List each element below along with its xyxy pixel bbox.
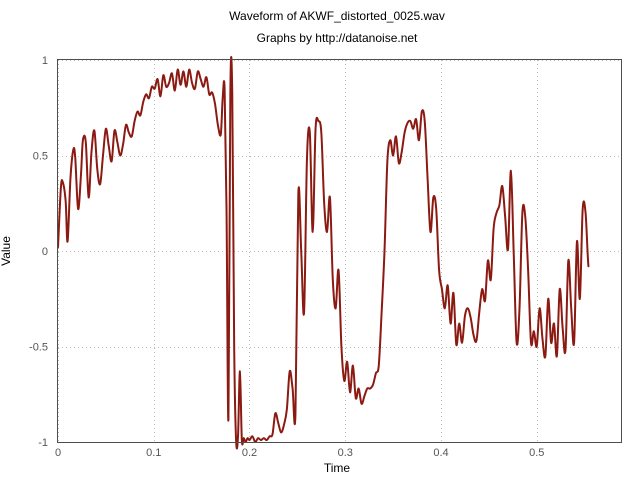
x-tick-label: 0.3 — [338, 447, 353, 459]
y-tick-label: 0 — [42, 246, 48, 258]
x-axis-label: Time — [324, 461, 351, 475]
y-axis-ticks: -1 -0.5 0 0.5 1 — [29, 55, 48, 449]
y-tick-label: 1 — [42, 55, 48, 67]
x-axis-ticks: 0 0.1 0.2 0.3 0.4 0.5 — [55, 447, 544, 459]
y-tick-label: 0.5 — [33, 151, 48, 163]
y-axis-label: Value — [0, 236, 13, 266]
x-tick-label: 0.4 — [433, 447, 448, 459]
y-tick-label: -1 — [38, 437, 48, 449]
x-tick-label: 0 — [55, 447, 61, 459]
x-tick-label: 0.1 — [146, 447, 161, 459]
plot-frame — [57, 59, 622, 443]
chart-title: Waveform of AKWF_distorted_0025.wav — [229, 9, 445, 23]
x-tick-label: 0.5 — [529, 447, 544, 459]
chart-subtitle: Graphs by http://datanoise.net — [257, 31, 418, 45]
grid-lines — [58, 60, 621, 443]
x-tick-label: 0.2 — [242, 447, 257, 459]
y-tick-label: -0.5 — [29, 342, 48, 354]
series-line-waveform — [57, 56, 590, 450]
